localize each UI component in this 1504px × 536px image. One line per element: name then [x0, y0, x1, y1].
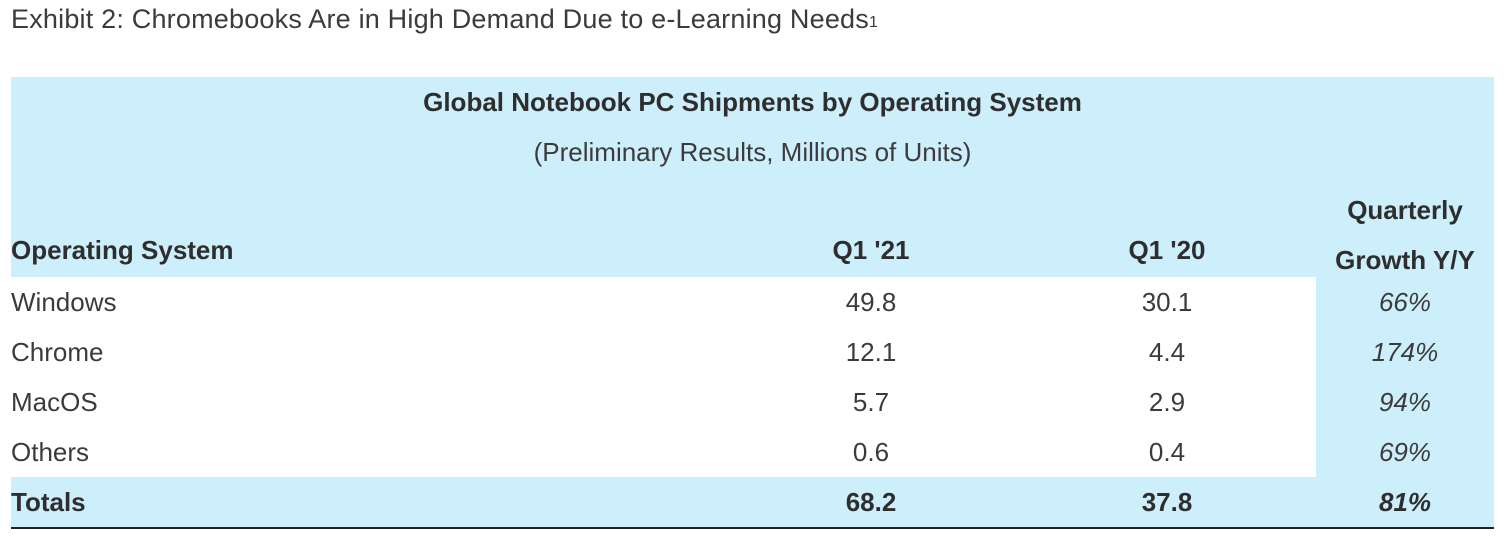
totals-q1-20: 37.8: [1141, 487, 1193, 517]
growth-cell: 174%: [1371, 337, 1439, 367]
q1-21-cell: 12.1: [845, 337, 897, 367]
totals-q1-21: 68.2: [845, 487, 897, 517]
column-header-os: Operating System: [11, 235, 234, 265]
q1-20-cell: 0.4: [1148, 437, 1186, 467]
table-body: Windows 49.8 30.1 66% Chrome 12.1 4.4 174% MacOS…: [11, 277, 1494, 477]
growth-cell: 66%: [1378, 287, 1432, 317]
q1-20-cell: 2.9: [1148, 387, 1186, 417]
growth-cell: 94%: [1378, 387, 1432, 417]
table-subtitle: (Preliminary Results, Millions of Units): [533, 137, 972, 167]
totals-label: Totals: [11, 487, 86, 517]
totals-growth: 81%: [1378, 487, 1432, 517]
q1-21-cell: 0.6: [852, 437, 890, 467]
growth-cell-background: [1316, 277, 1494, 327]
os-cell: MacOS: [11, 387, 98, 417]
column-header-growth-line2: Growth Y/Y: [1335, 245, 1475, 275]
os-cell: Chrome: [11, 337, 104, 367]
q1-21-cell: 49.8: [845, 287, 897, 317]
growth-cell-background: [1316, 327, 1494, 377]
q1-20-cell: 4.4: [1148, 337, 1186, 367]
exhibit-title: Exhibit 2: Chromebooks Are in High Deman…: [11, 4, 878, 35]
growth-cell-background: [1316, 427, 1494, 477]
column-header-q1-21: Q1 '21: [832, 235, 910, 265]
table-header: Global Notebook PC Shipments by Operatin…: [11, 77, 1494, 277]
column-header-q1-20: Q1 '20: [1128, 235, 1206, 265]
growth-cell-background: [1316, 377, 1494, 427]
table-row-totals: Totals 68.2 37.8 81%: [11, 477, 1494, 529]
table-row: Chrome 12.1 4.4 174%: [11, 327, 1494, 377]
growth-cell: 69%: [1378, 437, 1432, 467]
os-cell: Others: [11, 437, 90, 467]
exhibit-footnote-marker: 1: [868, 14, 879, 31]
column-header-growth-line1: Quarterly: [1347, 195, 1463, 225]
table-row: Others 0.6 0.4 69%: [11, 427, 1494, 477]
shipments-table: Global Notebook PC Shipments by Operatin…: [11, 77, 1494, 529]
table-title: Global Notebook PC Shipments by Operatin…: [423, 87, 1082, 117]
exhibit-title-text: Exhibit 2: Chromebooks Are in High Deman…: [11, 4, 869, 34]
os-cell: Windows: [11, 287, 117, 317]
table-row: Windows 49.8 30.1 66%: [11, 277, 1494, 327]
q1-21-cell: 5.7: [852, 387, 890, 417]
q1-20-cell: 30.1: [1141, 287, 1193, 317]
column-header-growth: Quarterly Growth Y/Y: [1316, 185, 1494, 285]
table-row: MacOS 5.7 2.9 94%: [11, 377, 1494, 427]
